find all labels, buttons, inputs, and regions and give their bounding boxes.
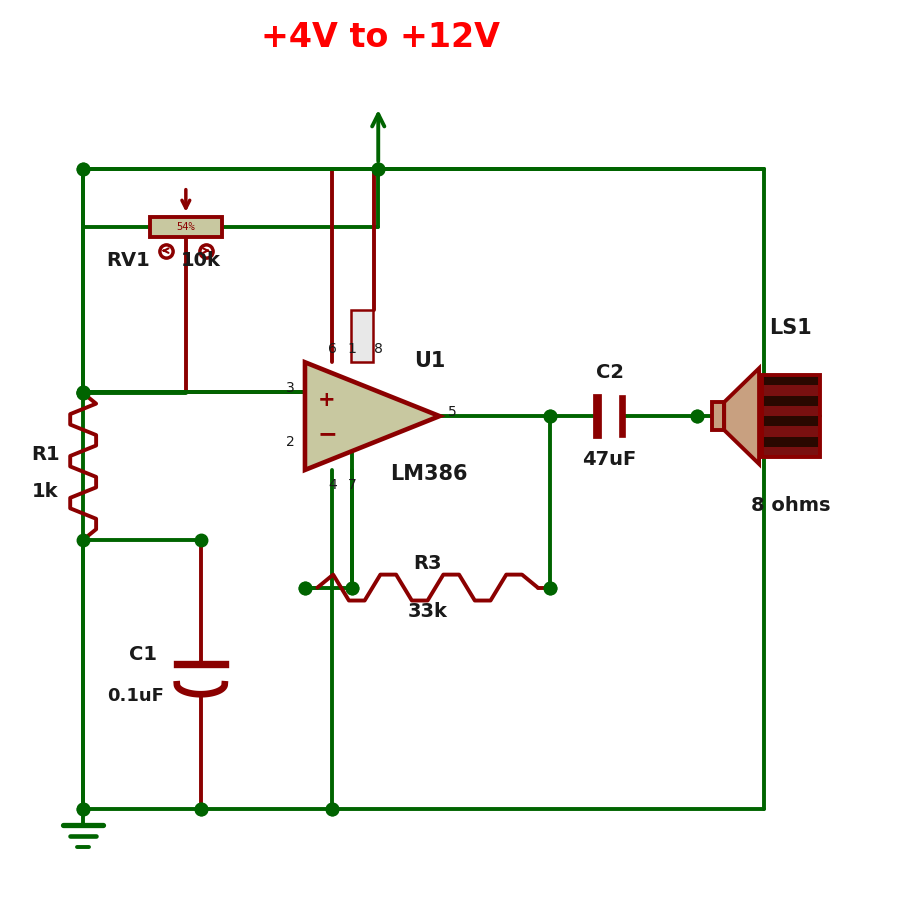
Polygon shape (305, 362, 439, 470)
Text: 4: 4 (328, 478, 337, 492)
Text: 3: 3 (287, 382, 295, 395)
Text: 54%: 54% (176, 222, 195, 232)
Text: RV1: RV1 (106, 251, 150, 270)
Text: 8 ohms: 8 ohms (751, 497, 831, 515)
Text: U1: U1 (415, 351, 446, 371)
Text: 2: 2 (287, 435, 295, 449)
Bar (762, 406, 820, 416)
Bar (762, 447, 820, 457)
Text: R1: R1 (31, 445, 59, 464)
Bar (762, 436, 820, 447)
Text: LS1: LS1 (770, 319, 813, 339)
Bar (712, 402, 724, 430)
Bar (762, 385, 820, 396)
Text: C2: C2 (595, 363, 624, 382)
Polygon shape (724, 368, 759, 464)
Bar (352, 311, 373, 362)
Text: 10k: 10k (181, 251, 221, 270)
Bar (762, 375, 820, 457)
Text: 7: 7 (348, 478, 357, 492)
Text: 1: 1 (348, 342, 357, 357)
Text: C1: C1 (129, 645, 157, 664)
Text: +: + (318, 390, 336, 410)
Text: LM386: LM386 (390, 464, 467, 484)
Text: 47uF: 47uF (582, 451, 636, 470)
Bar (762, 375, 820, 385)
Text: +4V to +12V: +4V to +12V (261, 21, 499, 54)
Text: 0.1uF: 0.1uF (108, 687, 164, 705)
Text: 33k: 33k (407, 602, 447, 621)
Bar (150, 216, 222, 237)
Bar (762, 427, 820, 436)
Text: 5: 5 (447, 405, 456, 419)
Text: R3: R3 (414, 554, 442, 573)
Text: 1k: 1k (32, 482, 58, 501)
Bar (762, 396, 820, 406)
Text: −: − (317, 422, 337, 446)
Text: 6: 6 (328, 342, 337, 357)
Bar (762, 416, 820, 427)
Text: 8: 8 (373, 342, 383, 357)
